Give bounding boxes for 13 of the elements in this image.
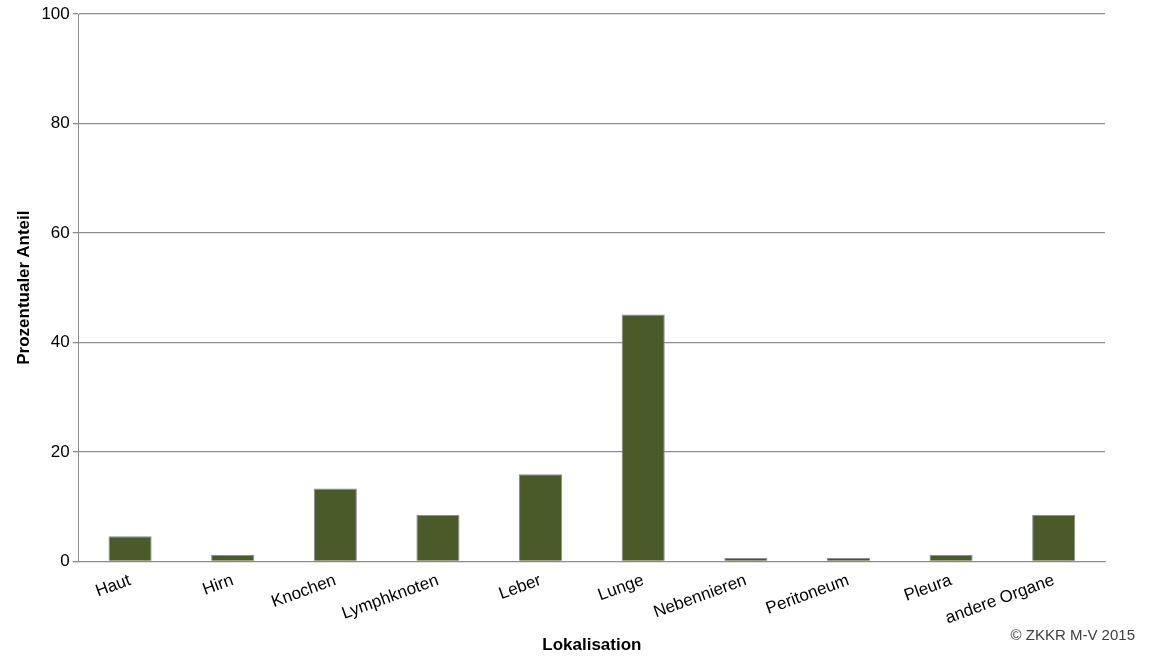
x-tick-label: Lunge bbox=[595, 570, 647, 605]
y-tick-label: 60 bbox=[50, 222, 70, 242]
y-tick-label: 80 bbox=[50, 113, 70, 133]
y-tick-label: 40 bbox=[50, 332, 70, 352]
y-axis-title: Prozentualer Anteil bbox=[13, 210, 33, 365]
text: © ZKKR M-V 2015 bbox=[1010, 626, 1135, 643]
y-tick-label: 20 bbox=[50, 441, 70, 461]
y-tick-label: 0 bbox=[60, 551, 70, 570]
x-axis-title: Lokalisation bbox=[542, 635, 642, 655]
x-tick-label: Leber bbox=[496, 570, 544, 603]
x-tick-label: Haut bbox=[92, 570, 134, 601]
y-tick-label: 100 bbox=[41, 3, 70, 23]
x-tick-label: Hirn bbox=[199, 570, 236, 599]
